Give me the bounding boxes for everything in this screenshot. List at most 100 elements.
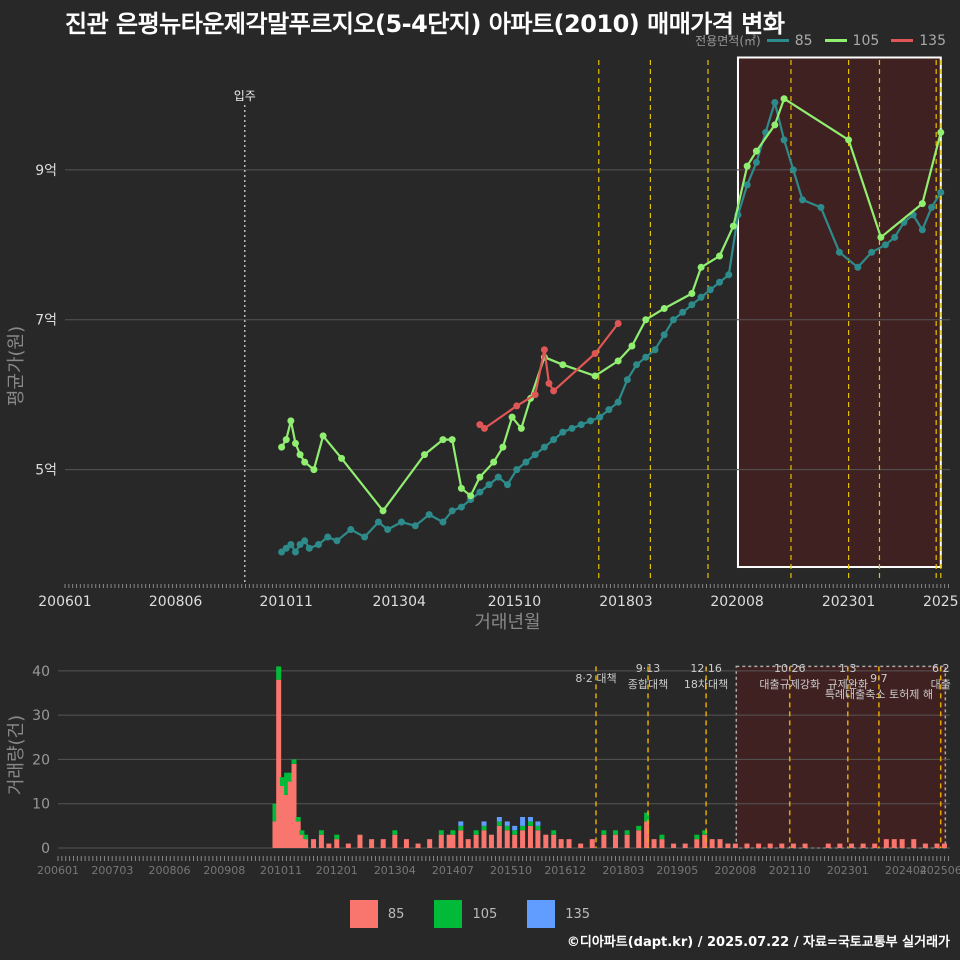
data-point-85 [315,541,323,549]
bar-105 [504,825,510,831]
data-point-85 [397,518,405,526]
bar-105 [392,830,398,835]
data-point-85 [411,522,419,530]
policy-date: 9·7 [870,672,888,685]
bar-85 [825,843,831,848]
bar-x-tick-label: 201803 [602,864,644,877]
bar-105 [520,825,526,831]
bar-85 [415,843,421,848]
legend-line-85 [766,39,789,42]
data-point-105 [448,436,456,444]
bar-85 [779,843,785,848]
bar-highlight-box [735,665,947,849]
bar-x-tick-label: 200806 [149,864,191,877]
legend-swatch-135 [527,900,556,928]
data-point-105 [559,361,567,369]
bar-85 [589,839,595,848]
bar-105 [527,821,533,826]
bar-85 [651,839,657,848]
bar-85 [702,834,708,848]
bar-85 [613,834,618,848]
data-point-105 [729,222,737,230]
bar-85 [941,843,947,848]
bar-105 [291,759,297,764]
bar-85 [934,843,940,848]
data-point-105 [476,473,484,481]
data-point-85 [937,188,945,196]
data-point-85 [771,98,779,106]
top-legend: 전용면적(㎡) 85 105 135 [695,32,952,49]
x-tick-label: 202301 [822,594,875,610]
bar-85 [520,830,526,848]
bar-y-tick-label: 30 [32,708,50,724]
policy-label: 특례대출축소 토허제 해 [825,687,933,701]
bar-y-tick-label: 20 [32,752,50,768]
bar-85 [527,825,533,848]
data-point-105 [379,507,387,515]
bar-105 [318,830,324,835]
bar-x-tick-label: 200601 [37,864,79,877]
data-point-85 [324,533,332,541]
data-point-85 [439,518,447,526]
bar-105 [438,830,444,835]
bar-85 [326,843,332,848]
data-point-85 [752,158,760,166]
bar-85 [334,839,340,848]
policy-date: 10·26 [774,662,806,675]
data-point-85 [780,136,788,144]
data-point-85 [868,248,876,256]
bar-85 [450,834,456,848]
bar-85 [837,843,843,848]
y-tick-label: 5억 [35,463,57,479]
series-line-105 [280,97,942,512]
data-point-105 [508,413,516,421]
policy-date: 6·2 [932,662,950,675]
policy-date: 1·3 [839,662,857,675]
bar-85 [644,821,650,848]
data-point-105 [918,200,926,208]
legend-title: 전용면적(㎡) [695,34,761,48]
bar-85 [578,843,584,848]
data-point-135 [545,379,553,387]
bar-85 [756,843,762,848]
x-tick-label: 201803 [599,594,652,610]
legend-bar-label-85: 85 [387,906,405,922]
bar-y-tick-label: 40 [32,664,50,680]
data-point-85 [651,346,659,354]
bar-85 [802,843,808,848]
bar-135 [535,821,541,826]
data-point-85 [384,526,392,534]
bar-85 [438,834,444,848]
data-point-85 [697,293,705,301]
x-tick-label: 201304 [372,594,426,610]
data-point-105 [457,484,465,492]
bar-85 [558,839,564,848]
policy-label: 대출규제강화 [759,678,820,691]
bar-105 [450,830,456,835]
bar-85 [481,830,487,848]
x-tick-label: 200806 [149,594,203,610]
policy-date: 12·16 [690,662,722,675]
data-point-105 [614,357,622,365]
bar-135 [527,817,533,822]
x-tick-label: 201011 [260,594,313,610]
bar-85 [725,843,731,848]
bar-105 [613,830,618,835]
data-point-85 [706,286,714,294]
x-tick-label: 201510 [488,594,541,610]
bar-85 [543,834,549,848]
data-point-105 [771,121,779,129]
bottom-legend: 85 105 135 [0,900,960,928]
bar-135 [458,821,464,826]
bar-85 [311,839,317,848]
data-point-105 [937,128,945,136]
bar-135 [520,817,526,826]
bar-85 [883,839,889,848]
bar-x-tick-label: 201304 [374,864,416,877]
data-point-135 [540,346,548,354]
bar-85 [276,679,282,848]
bar-85 [682,843,688,848]
data-point-85 [550,436,558,444]
bar-105 [287,772,293,782]
bar-85 [671,843,677,848]
